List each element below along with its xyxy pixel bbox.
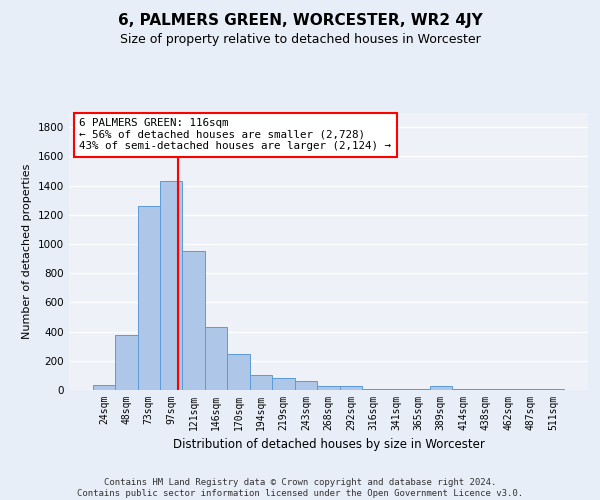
- Bar: [295, 380, 317, 390]
- Bar: [115, 334, 137, 390]
- Text: 6, PALMERS GREEN, WORCESTER, WR2 4JY: 6, PALMERS GREEN, WORCESTER, WR2 4JY: [118, 12, 482, 28]
- Bar: [92, 385, 115, 390]
- Bar: [317, 386, 340, 390]
- Bar: [137, 206, 160, 390]
- Bar: [430, 386, 452, 390]
- Bar: [272, 378, 295, 390]
- Bar: [227, 354, 250, 390]
- Bar: [362, 388, 385, 390]
- Bar: [250, 374, 272, 390]
- Text: Size of property relative to detached houses in Worcester: Size of property relative to detached ho…: [119, 32, 481, 46]
- Bar: [160, 181, 182, 390]
- X-axis label: Distribution of detached houses by size in Worcester: Distribution of detached houses by size …: [173, 438, 484, 452]
- Bar: [205, 327, 227, 390]
- Text: 6 PALMERS GREEN: 116sqm
← 56% of detached houses are smaller (2,728)
43% of semi: 6 PALMERS GREEN: 116sqm ← 56% of detache…: [79, 118, 391, 151]
- Bar: [182, 251, 205, 390]
- Bar: [340, 386, 362, 390]
- Text: Contains HM Land Registry data © Crown copyright and database right 2024.
Contai: Contains HM Land Registry data © Crown c…: [77, 478, 523, 498]
- Y-axis label: Number of detached properties: Number of detached properties: [22, 164, 32, 339]
